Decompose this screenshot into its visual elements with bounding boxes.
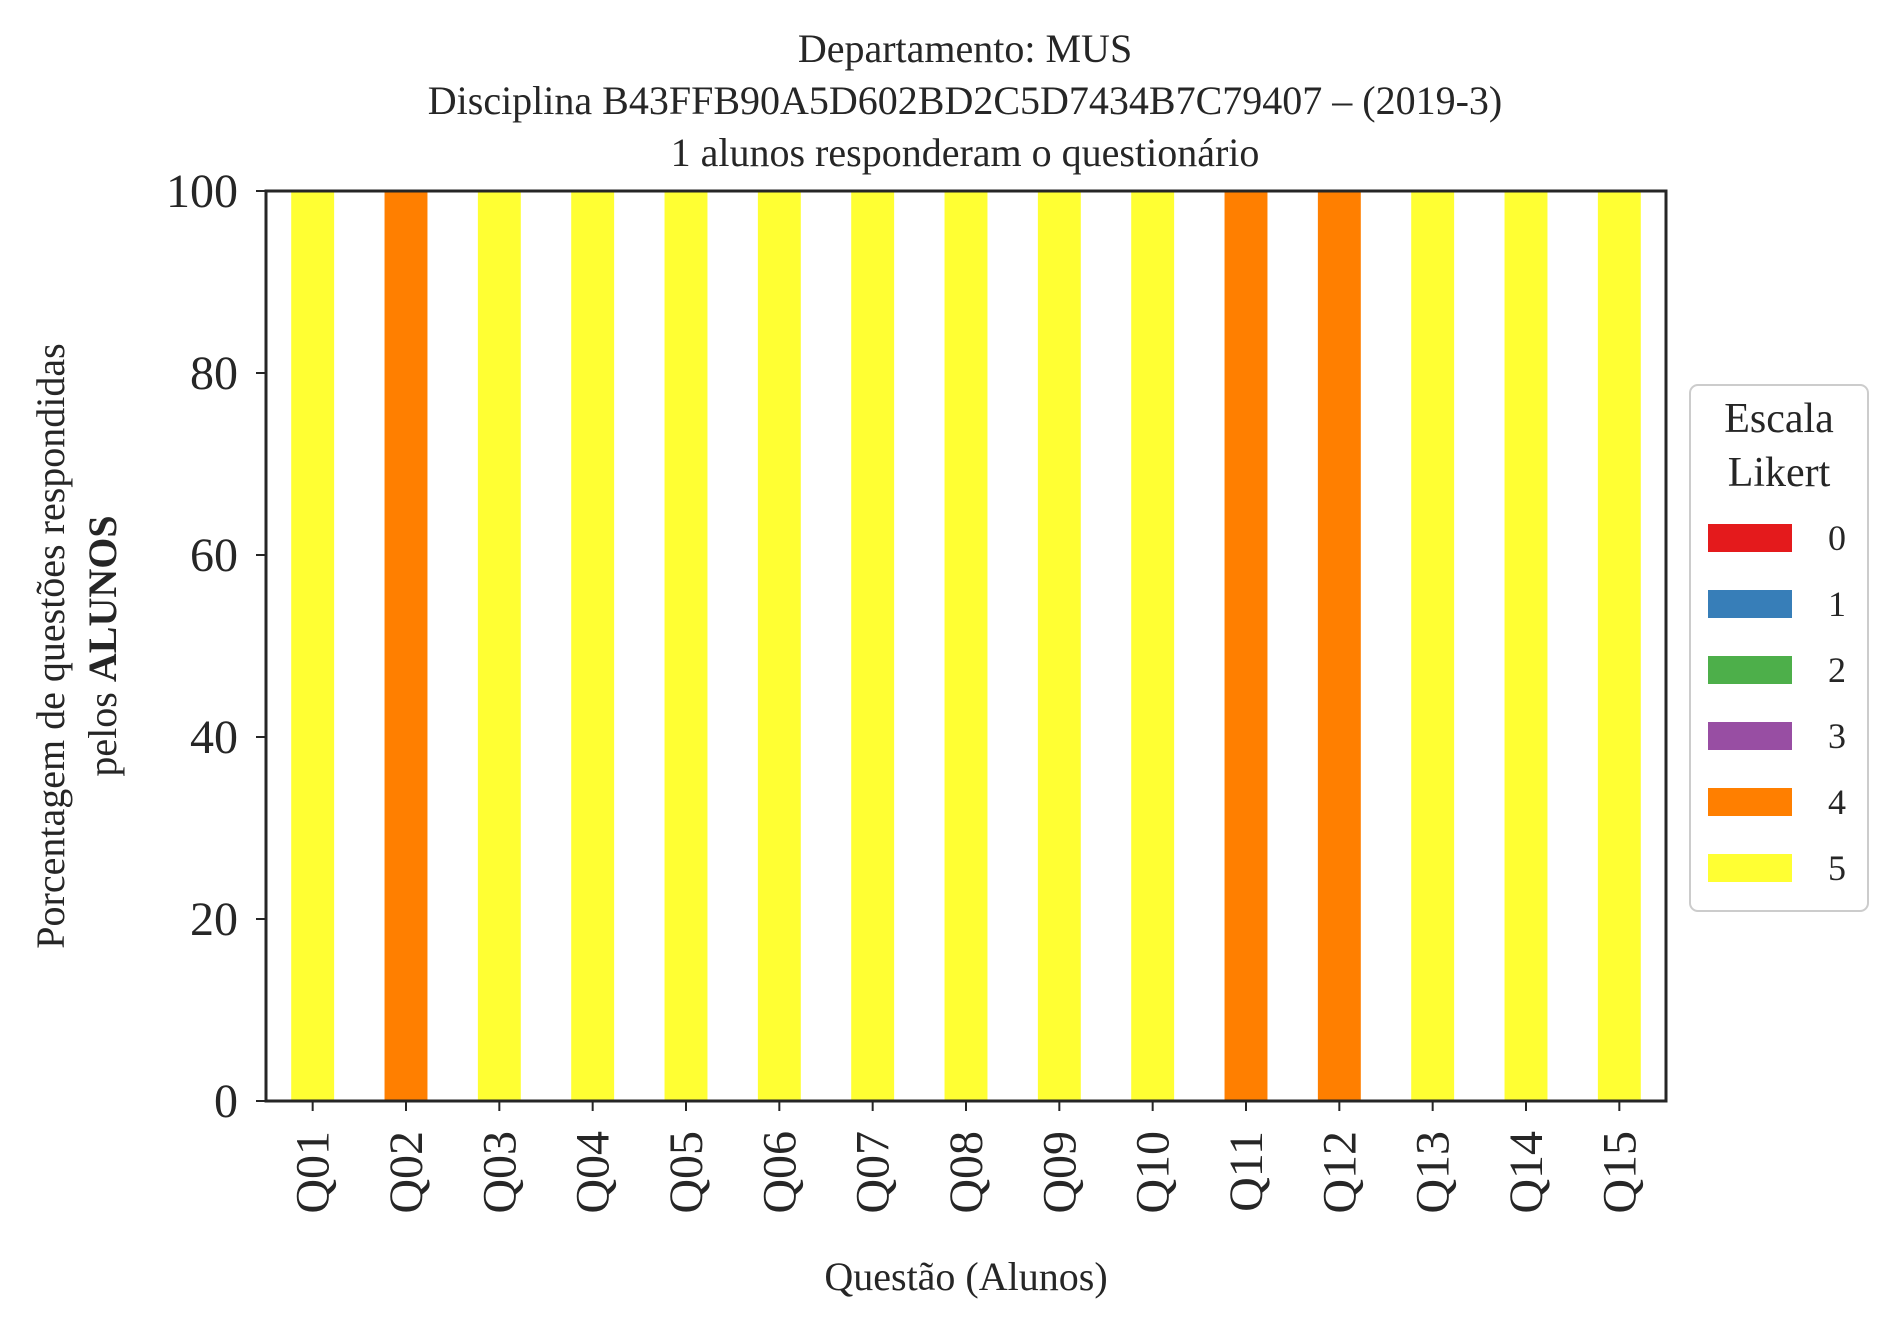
x-axis-ticks: Q01 Q02 Q03 Q04 Q05 Q06 Q07 Q08 Q09 Q10 Q11 Q12 Q13 Q… bbox=[287, 1101, 1646, 1214]
bar-Q08-likert-5 bbox=[944, 191, 988, 1101]
legend-label-5: 5 bbox=[1828, 848, 1846, 888]
bar-series-group bbox=[291, 191, 1641, 1101]
y-axis-ticks: 0 20 40 60 80 100 bbox=[166, 165, 266, 1128]
legend-swatch-0 bbox=[1708, 524, 1792, 552]
y-axis-label: Porcentagem de questões respondidas pelo… bbox=[28, 343, 125, 948]
y-axis-label-bold: ALUNOS bbox=[80, 515, 125, 682]
legend-title-line-1: Escala bbox=[1724, 396, 1834, 442]
y-tick-label: 0 bbox=[214, 1075, 238, 1128]
bar-Q14-likert-5 bbox=[1504, 191, 1548, 1101]
legend-label-0: 0 bbox=[1828, 518, 1846, 558]
x-tick-label-Q05: Q05 bbox=[660, 1131, 713, 1214]
x-tick-label-Q09: Q09 bbox=[1033, 1131, 1086, 1214]
bar-Q09-likert-5 bbox=[1037, 191, 1081, 1101]
x-tick-label-Q10: Q10 bbox=[1127, 1131, 1180, 1214]
y-tick-label: 100 bbox=[166, 165, 238, 218]
bar-Q01-likert-5 bbox=[291, 191, 335, 1101]
bar-Q15-likert-5 bbox=[1597, 191, 1641, 1101]
legend-label-1: 1 bbox=[1828, 584, 1846, 624]
x-tick-label-Q12: Q12 bbox=[1313, 1131, 1366, 1214]
y-axis-label-line-1: Porcentagem de questões respondidas bbox=[28, 343, 73, 948]
x-tick-label-Q11: Q11 bbox=[1220, 1131, 1273, 1212]
y-tick-label: 80 bbox=[190, 347, 238, 400]
legend-label-4: 4 bbox=[1828, 782, 1846, 822]
legend-title-line-2: Likert bbox=[1728, 450, 1831, 496]
bar-Q06-likert-5 bbox=[757, 191, 801, 1101]
bar-Q12-likert-4 bbox=[1317, 191, 1361, 1101]
bar-Q13-likert-5 bbox=[1411, 191, 1455, 1101]
x-tick-label-Q14: Q14 bbox=[1500, 1131, 1553, 1214]
legend-swatch-1 bbox=[1708, 590, 1792, 618]
y-tick-label: 40 bbox=[190, 711, 238, 764]
bar-Q11-likert-4 bbox=[1224, 191, 1268, 1101]
plot-frame bbox=[264, 189, 1668, 1103]
bar-Q05-likert-5 bbox=[664, 191, 708, 1101]
legend-swatch-5 bbox=[1708, 854, 1792, 882]
legend-box bbox=[1689, 384, 1869, 912]
y-tick-label: 20 bbox=[190, 893, 238, 946]
x-tick-label-Q08: Q08 bbox=[940, 1131, 993, 1214]
legend-swatch-3 bbox=[1708, 722, 1792, 750]
legend-items: 0 1 2 3 4 5 bbox=[1708, 518, 1846, 888]
x-tick-label-Q07: Q07 bbox=[847, 1131, 900, 1214]
bar-Q04-likert-5 bbox=[571, 191, 615, 1101]
x-tick-label-Q15: Q15 bbox=[1593, 1131, 1646, 1214]
legend-swatch-4 bbox=[1708, 788, 1792, 816]
x-tick-label-Q02: Q02 bbox=[380, 1131, 433, 1214]
x-tick-label-Q13: Q13 bbox=[1407, 1131, 1460, 1214]
legend-label-2: 2 bbox=[1828, 650, 1846, 690]
bar-Q07-likert-5 bbox=[851, 191, 895, 1101]
chart-title: Departamento: MUS Disciplina B43FFB90A5D… bbox=[428, 26, 1503, 175]
x-tick-label-Q04: Q04 bbox=[567, 1131, 620, 1214]
x-tick-label-Q03: Q03 bbox=[473, 1131, 526, 1214]
y-tick-label: 60 bbox=[190, 529, 238, 582]
title-line-1: Departamento: MUS bbox=[798, 26, 1132, 71]
title-line-3: 1 alunos responderam o questionário bbox=[671, 130, 1260, 175]
bar-Q02-likert-4 bbox=[384, 191, 428, 1101]
bar-Q10-likert-5 bbox=[1131, 191, 1175, 1101]
title-line-2: Disciplina B43FFB90A5D602BD2C5D7434B7C79… bbox=[428, 78, 1503, 123]
y-axis-label-line-2: pelos ALUNOS bbox=[80, 515, 125, 776]
y-axis-label-prefix: pelos bbox=[80, 682, 125, 776]
bar-Q03-likert-5 bbox=[477, 191, 521, 1101]
x-tick-label-Q06: Q06 bbox=[753, 1131, 806, 1214]
legend-swatch-2 bbox=[1708, 656, 1792, 684]
x-tick-label-Q01: Q01 bbox=[287, 1131, 340, 1214]
legend-label-3: 3 bbox=[1828, 716, 1846, 756]
legend: Escala Likert 0 1 2 3 4 5 bbox=[1689, 384, 1869, 912]
x-axis-label: Questão (Alunos) bbox=[824, 1254, 1107, 1299]
